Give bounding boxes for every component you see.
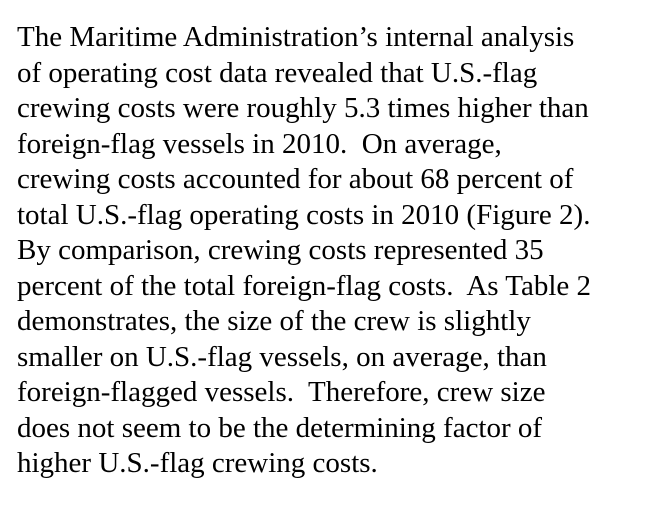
body-paragraph: The Maritime Administration’s internal a… [17,20,667,482]
paragraph-line: demonstrates, the size of the crew is sl… [17,305,531,337]
paragraph-line: foreign-flagged vessels. Therefore, crew… [17,376,546,408]
paragraph-line: By comparison, crewing costs represented… [17,234,544,266]
paragraph-line: foreign-flag vessels in 2010. On average… [17,127,502,160]
paragraph-line: smaller on U.S.-flag vessels, on average… [17,340,547,373]
paragraph-line: of operating cost data revealed that U.S… [17,56,538,89]
paragraph-line: higher U.S.-flag crewing costs. [17,447,378,479]
paragraph-line: crewing costs accounted for about 68 per… [17,163,574,195]
paragraph-line: The Maritime Administration’s internal a… [17,21,575,53]
paragraph-line: crewing costs were roughly 5.3 times hig… [17,92,589,124]
paragraph-line: does not seem to be the determining fact… [17,411,543,444]
paragraph-line: percent of the total foreign-flag costs.… [17,269,592,302]
paragraph-line: total U.S.-flag operating costs in 2010 … [17,198,591,231]
